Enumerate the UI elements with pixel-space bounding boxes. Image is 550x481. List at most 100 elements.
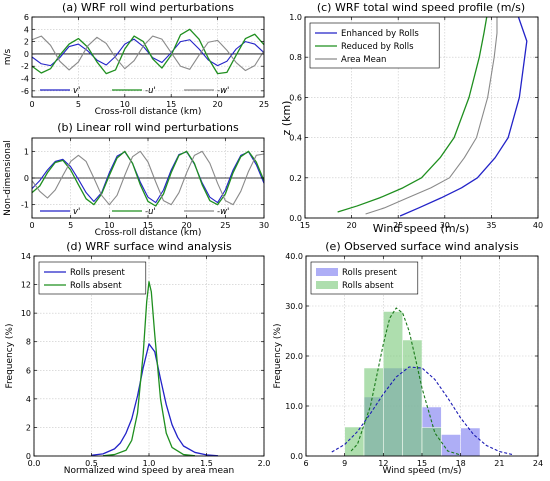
panel-d: 0.0 0.5 1.0 1.5 2.0 0 2 4 6 8 10 12 14 (d) WRF surfac…	[5, 240, 270, 476]
x-tick-label: 25	[220, 221, 230, 230]
y-tick-label: 2	[26, 423, 31, 432]
series-line-third	[31, 35, 265, 72]
legend-label: v'	[73, 207, 80, 217]
x-tick-label: 25	[393, 221, 403, 230]
series-line-first	[31, 151, 265, 204]
y-tick-label: -4	[21, 75, 29, 84]
x-tick-label: 15	[417, 459, 427, 468]
y-tick-label: 0.6	[289, 93, 302, 102]
series-line-first	[399, 16, 528, 217]
x-tick-label: 6	[303, 459, 308, 468]
y-axis-label: Frequency (%)	[5, 324, 15, 389]
legend-label: -u'	[145, 86, 156, 96]
x-axis-label: Wind speed (m/s)	[382, 466, 461, 476]
y-tick-label: 40.0	[285, 252, 303, 261]
y-tick-label: 10	[21, 309, 31, 318]
x-tick-label: 35	[486, 221, 496, 230]
x-tick-label: 24	[533, 459, 543, 468]
series-line-third	[31, 150, 265, 206]
series-line-first	[91, 343, 219, 457]
x-tick-label: 10	[104, 221, 114, 230]
histogram-bar-absent	[421, 427, 442, 457]
series-line-second	[337, 16, 488, 213]
legend-label: -w'	[217, 86, 229, 96]
x-tick-label: 15	[166, 100, 176, 109]
x-axis-label: Normalized wind speed by area mean	[64, 466, 234, 476]
y-tick-label: 4	[26, 395, 31, 404]
legend-label: Area Mean	[341, 55, 386, 65]
legend-label: Rolls present	[70, 268, 126, 278]
panel-c: 15 20 25 30 35 40 0.0 0.2 0.4 0.6 0.8 1.0 (c) WRF to…	[280, 1, 543, 235]
y-tick-label: 0.4	[289, 134, 302, 143]
x-axis-label: Cross-roll distance (km)	[95, 107, 202, 117]
x-tick-label: 25	[259, 100, 269, 109]
panel-a: 0 5 10 15 20 25 -6 -4 -2 0 2 4 6 (a) WRF roll wind pe…	[3, 1, 269, 117]
histogram-bar-absent	[344, 426, 365, 457]
legend-label: Rolls present	[342, 268, 398, 278]
y-tick-label: -6	[21, 87, 29, 96]
legend-box	[38, 261, 147, 295]
series-line-second	[102, 281, 196, 457]
histogram-bar-absent	[383, 311, 403, 457]
chart-title: (b) Linear roll wind perturbations	[57, 121, 239, 134]
y-tick-label: 30.0	[285, 302, 303, 311]
x-tick-label: 10	[120, 100, 130, 109]
y-tick-label: 0.2	[289, 174, 302, 183]
y-tick-label: 6	[26, 366, 31, 375]
chart-title: (e) Observed surface wind analysis	[325, 240, 519, 253]
histogram-bar-present	[441, 434, 461, 457]
legend-swatch	[316, 268, 338, 276]
x-tick-label: 2.0	[258, 459, 271, 468]
y-tick-label: 0.0	[289, 214, 302, 223]
x-tick-label: 40	[533, 221, 543, 230]
y-tick-label: 20.0	[285, 352, 303, 361]
y-tick-label: 6	[24, 13, 29, 22]
x-tick-label: 18	[456, 459, 466, 468]
x-tick-label: 15	[143, 221, 153, 230]
legend-label: Enhanced by Rolls	[341, 29, 419, 39]
x-axis-label: Cross-roll distance (km)	[95, 228, 202, 238]
legend-swatch	[316, 281, 338, 289]
x-tick-label: 0.5	[85, 459, 98, 468]
y-tick-label: 0.8	[289, 53, 302, 62]
x-tick-label: 5	[76, 100, 81, 109]
y-tick-label: 2	[24, 38, 29, 47]
histogram-bar-present	[460, 427, 481, 457]
chart-title: (c) WRF total wind speed profile (m/s)	[317, 1, 525, 14]
x-tick-label: 5	[68, 221, 73, 230]
y-tick-label: 8	[26, 338, 31, 347]
x-tick-label: 15	[300, 221, 310, 230]
legend-label: -w'	[217, 207, 229, 217]
axes-frame	[304, 16, 539, 219]
chart-title: (d) WRF surface wind analysis	[66, 240, 232, 253]
y-axis-label: Non-dimensional	[3, 140, 13, 216]
x-tick-label: 20	[182, 221, 192, 230]
y-tick-label: 4	[24, 25, 29, 34]
x-tick-label: 1.5	[200, 459, 213, 468]
y-tick-label: 10.0	[285, 402, 303, 411]
x-tick-label: 20	[213, 100, 223, 109]
x-tick-label: 1.0	[143, 459, 156, 468]
x-tick-label: 30	[440, 221, 450, 230]
x-tick-label: 21	[494, 459, 504, 468]
legend-label: -u'	[145, 207, 156, 217]
series-line-second	[31, 150, 265, 207]
y-tick-label: 0	[24, 50, 29, 59]
y-tick-label: 1.0	[289, 13, 302, 22]
axes-frame	[31, 16, 265, 98]
legend-label: v'	[73, 86, 80, 96]
x-tick-label: 0	[29, 100, 34, 109]
histogram-bar-absent	[363, 367, 384, 457]
x-axis-label: Wind speed (m/s)	[373, 222, 470, 235]
x-tick-label: 20	[347, 221, 357, 230]
series-line-second	[31, 28, 265, 75]
y-tick-label: -2	[21, 62, 29, 71]
x-tick-label: 9	[342, 459, 347, 468]
chart-title: (a) WRF roll wind perturbations	[62, 1, 234, 14]
x-tick-label: 0.0	[28, 459, 41, 468]
series-line-first	[31, 38, 265, 67]
y-tick-label: 14	[21, 252, 31, 261]
x-tick-label: 30	[259, 221, 269, 230]
x-tick-label: 0	[29, 221, 34, 230]
